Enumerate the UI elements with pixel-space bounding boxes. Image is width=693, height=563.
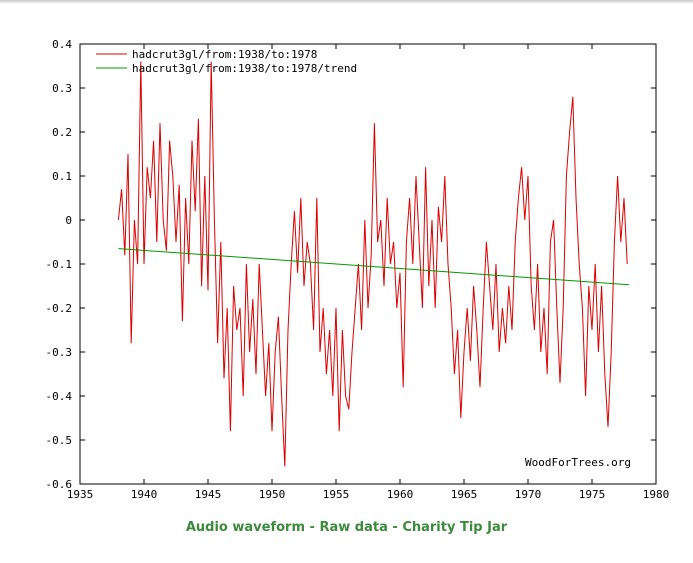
x-tick-label: 1965 (451, 488, 478, 501)
x-tick-label: 1960 (387, 488, 414, 501)
series-line-raw (117, 61, 628, 467)
legend: hadcrut3gl/from:1938/to:1978 hadcrut3gl/… (96, 48, 357, 75)
y-tick-label: 0.3 (52, 82, 72, 95)
footer-links: Audio waveform - Raw data - Charity Tip … (0, 520, 693, 535)
legend-label-raw: hadcrut3gl/from:1938/to:1978 (132, 48, 317, 61)
y-tick-label: -0.1 (46, 258, 73, 271)
charity-tip-jar-link[interactable]: Charity Tip Jar (402, 520, 508, 535)
x-tick-label: 1945 (195, 488, 222, 501)
y-tick-label: -0.5 (46, 434, 73, 447)
x-tick-label: 1955 (323, 488, 350, 501)
y-tick-label: -0.6 (46, 478, 73, 491)
plot-frame (79, 43, 657, 485)
top-border-strip (0, 0, 693, 4)
y-tick-label: 0 (65, 214, 72, 227)
y-axis: 0.4 0.3 0.2 0.1 0 -0.1 -0.2 -0.3 -0.4 -0.5 -0.6 (46, 38, 656, 491)
x-tick-label: 1970 (515, 488, 542, 501)
y-tick-label: -0.3 (46, 346, 73, 359)
x-tick-label: 1975 (579, 488, 606, 501)
series-layer (117, 61, 630, 467)
x-tick-label: 1940 (131, 488, 158, 501)
x-tick-label: 1980 (643, 488, 670, 501)
audio-waveform-link[interactable]: Audio waveform (185, 520, 306, 535)
watermark-text: WoodForTrees.org (525, 456, 631, 469)
x-tick-label: 1950 (259, 488, 286, 501)
x-axis: 1935 1940 1945 1950 1955 1960 1965 1970 1975 1980 (67, 44, 670, 501)
raw-data-link[interactable]: Raw data (319, 520, 388, 535)
temperature-chart: 1935 1940 1945 1950 1955 1960 1965 1970 1975 1980… (46, 38, 670, 501)
y-tick-label: 0.1 (52, 170, 72, 183)
y-tick-label: 0.2 (52, 126, 72, 139)
y-tick-label: -0.2 (46, 302, 73, 315)
series-line-trend (118, 248, 630, 286)
y-tick-label: 0.4 (52, 38, 72, 51)
footer-separator: - (305, 520, 320, 535)
footer-separator: - (387, 520, 403, 535)
x-tick-label: 1935 (67, 488, 94, 501)
legend-label-trend: hadcrut3gl/from:1938/to:1978/trend (132, 62, 357, 75)
y-tick-label: -0.4 (46, 390, 73, 403)
